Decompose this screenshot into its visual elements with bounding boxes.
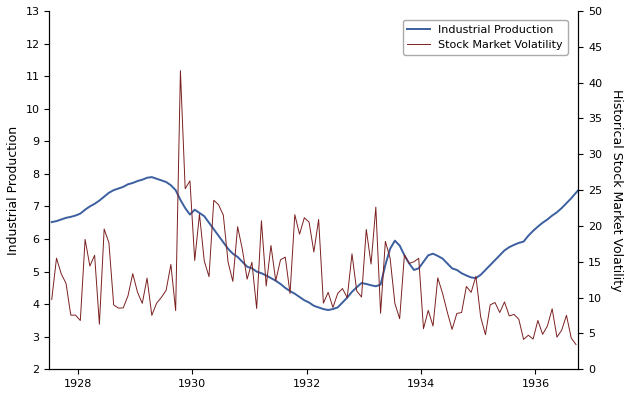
Industrial Production xyxy=(587,171,594,176)
Stock Market Volatility xyxy=(248,260,256,265)
Industrial Production xyxy=(200,214,208,219)
Industrial Production xyxy=(110,188,117,192)
Stock Market Volatility xyxy=(186,179,193,183)
Line: Stock Market Volatility: Stock Market Volatility xyxy=(52,70,576,345)
Stock Market Volatility xyxy=(558,328,566,333)
Stock Market Volatility xyxy=(358,295,365,299)
Line: Industrial Production: Industrial Production xyxy=(52,174,590,310)
Industrial Production xyxy=(401,253,408,258)
Stock Market Volatility xyxy=(572,342,580,347)
Industrial Production xyxy=(48,220,55,225)
Industrial Production xyxy=(324,308,332,312)
Industrial Production xyxy=(462,273,470,278)
Y-axis label: Historical Stock Market Volatility: Historical Stock Market Volatility xyxy=(610,89,623,291)
Industrial Production xyxy=(258,271,265,276)
Industrial Production xyxy=(196,211,203,215)
Legend: Industrial Production, Stock Market Volatility: Industrial Production, Stock Market Vola… xyxy=(403,20,568,55)
Stock Market Volatility xyxy=(176,68,184,73)
Stock Market Volatility xyxy=(295,232,303,236)
Stock Market Volatility xyxy=(48,297,55,302)
Stock Market Volatility xyxy=(167,262,175,267)
Y-axis label: Industrial Production: Industrial Production xyxy=(7,126,20,255)
